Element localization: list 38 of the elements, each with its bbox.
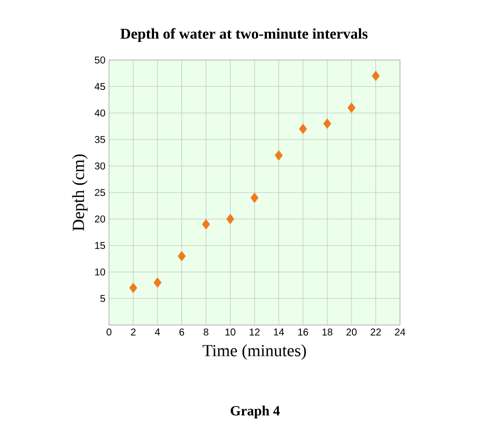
x-tick-label: 18 [322, 328, 332, 336]
point [348, 102, 356, 113]
x-tick-label: 12 [250, 328, 260, 336]
point [250, 192, 258, 203]
point [323, 118, 332, 129]
point [274, 150, 283, 161]
y-tick-label: 30 [94, 162, 106, 170]
y-tick-label: 25 [94, 188, 106, 196]
point [372, 70, 380, 82]
x-tick-label: 20 [346, 328, 357, 336]
point [178, 250, 186, 262]
x-tick-label: 6 [179, 328, 184, 336]
x-tick-label: 16 [298, 328, 308, 336]
y-tick-label: 10 [95, 268, 106, 276]
x-axis-title: Time (minutes) [202, 344, 306, 360]
x-tick-label: 22 [370, 328, 381, 336]
y-tick-label: 45 [94, 83, 106, 90]
point [299, 124, 307, 134]
y-tick-label: 35 [94, 136, 106, 144]
x-tick-label: 0 [106, 328, 112, 336]
y-tick-label: 40 [94, 109, 106, 117]
point [202, 219, 210, 230]
chart-title: Depth of water at two-minute intervals [120, 28, 368, 42]
point [129, 282, 138, 294]
x-tick-label: 4 [154, 328, 160, 336]
point [226, 214, 234, 224]
x-tick-label: 14 [274, 328, 284, 336]
y-tick-label: 20 [94, 215, 106, 223]
y-axis-title: Depth (cm) [72, 154, 88, 231]
y-tick-label: 5 [100, 295, 106, 302]
y-tick-label: 15 [95, 242, 106, 249]
x-tick-label: 10 [225, 328, 236, 336]
point [154, 277, 162, 288]
caption: Graph 4 [230, 406, 280, 418]
y-tick-label: 50 [94, 56, 106, 64]
x-tick-label: 2 [130, 328, 136, 336]
x-tick-label: 8 [204, 328, 208, 336]
x-tick-label: 24 [394, 328, 406, 336]
